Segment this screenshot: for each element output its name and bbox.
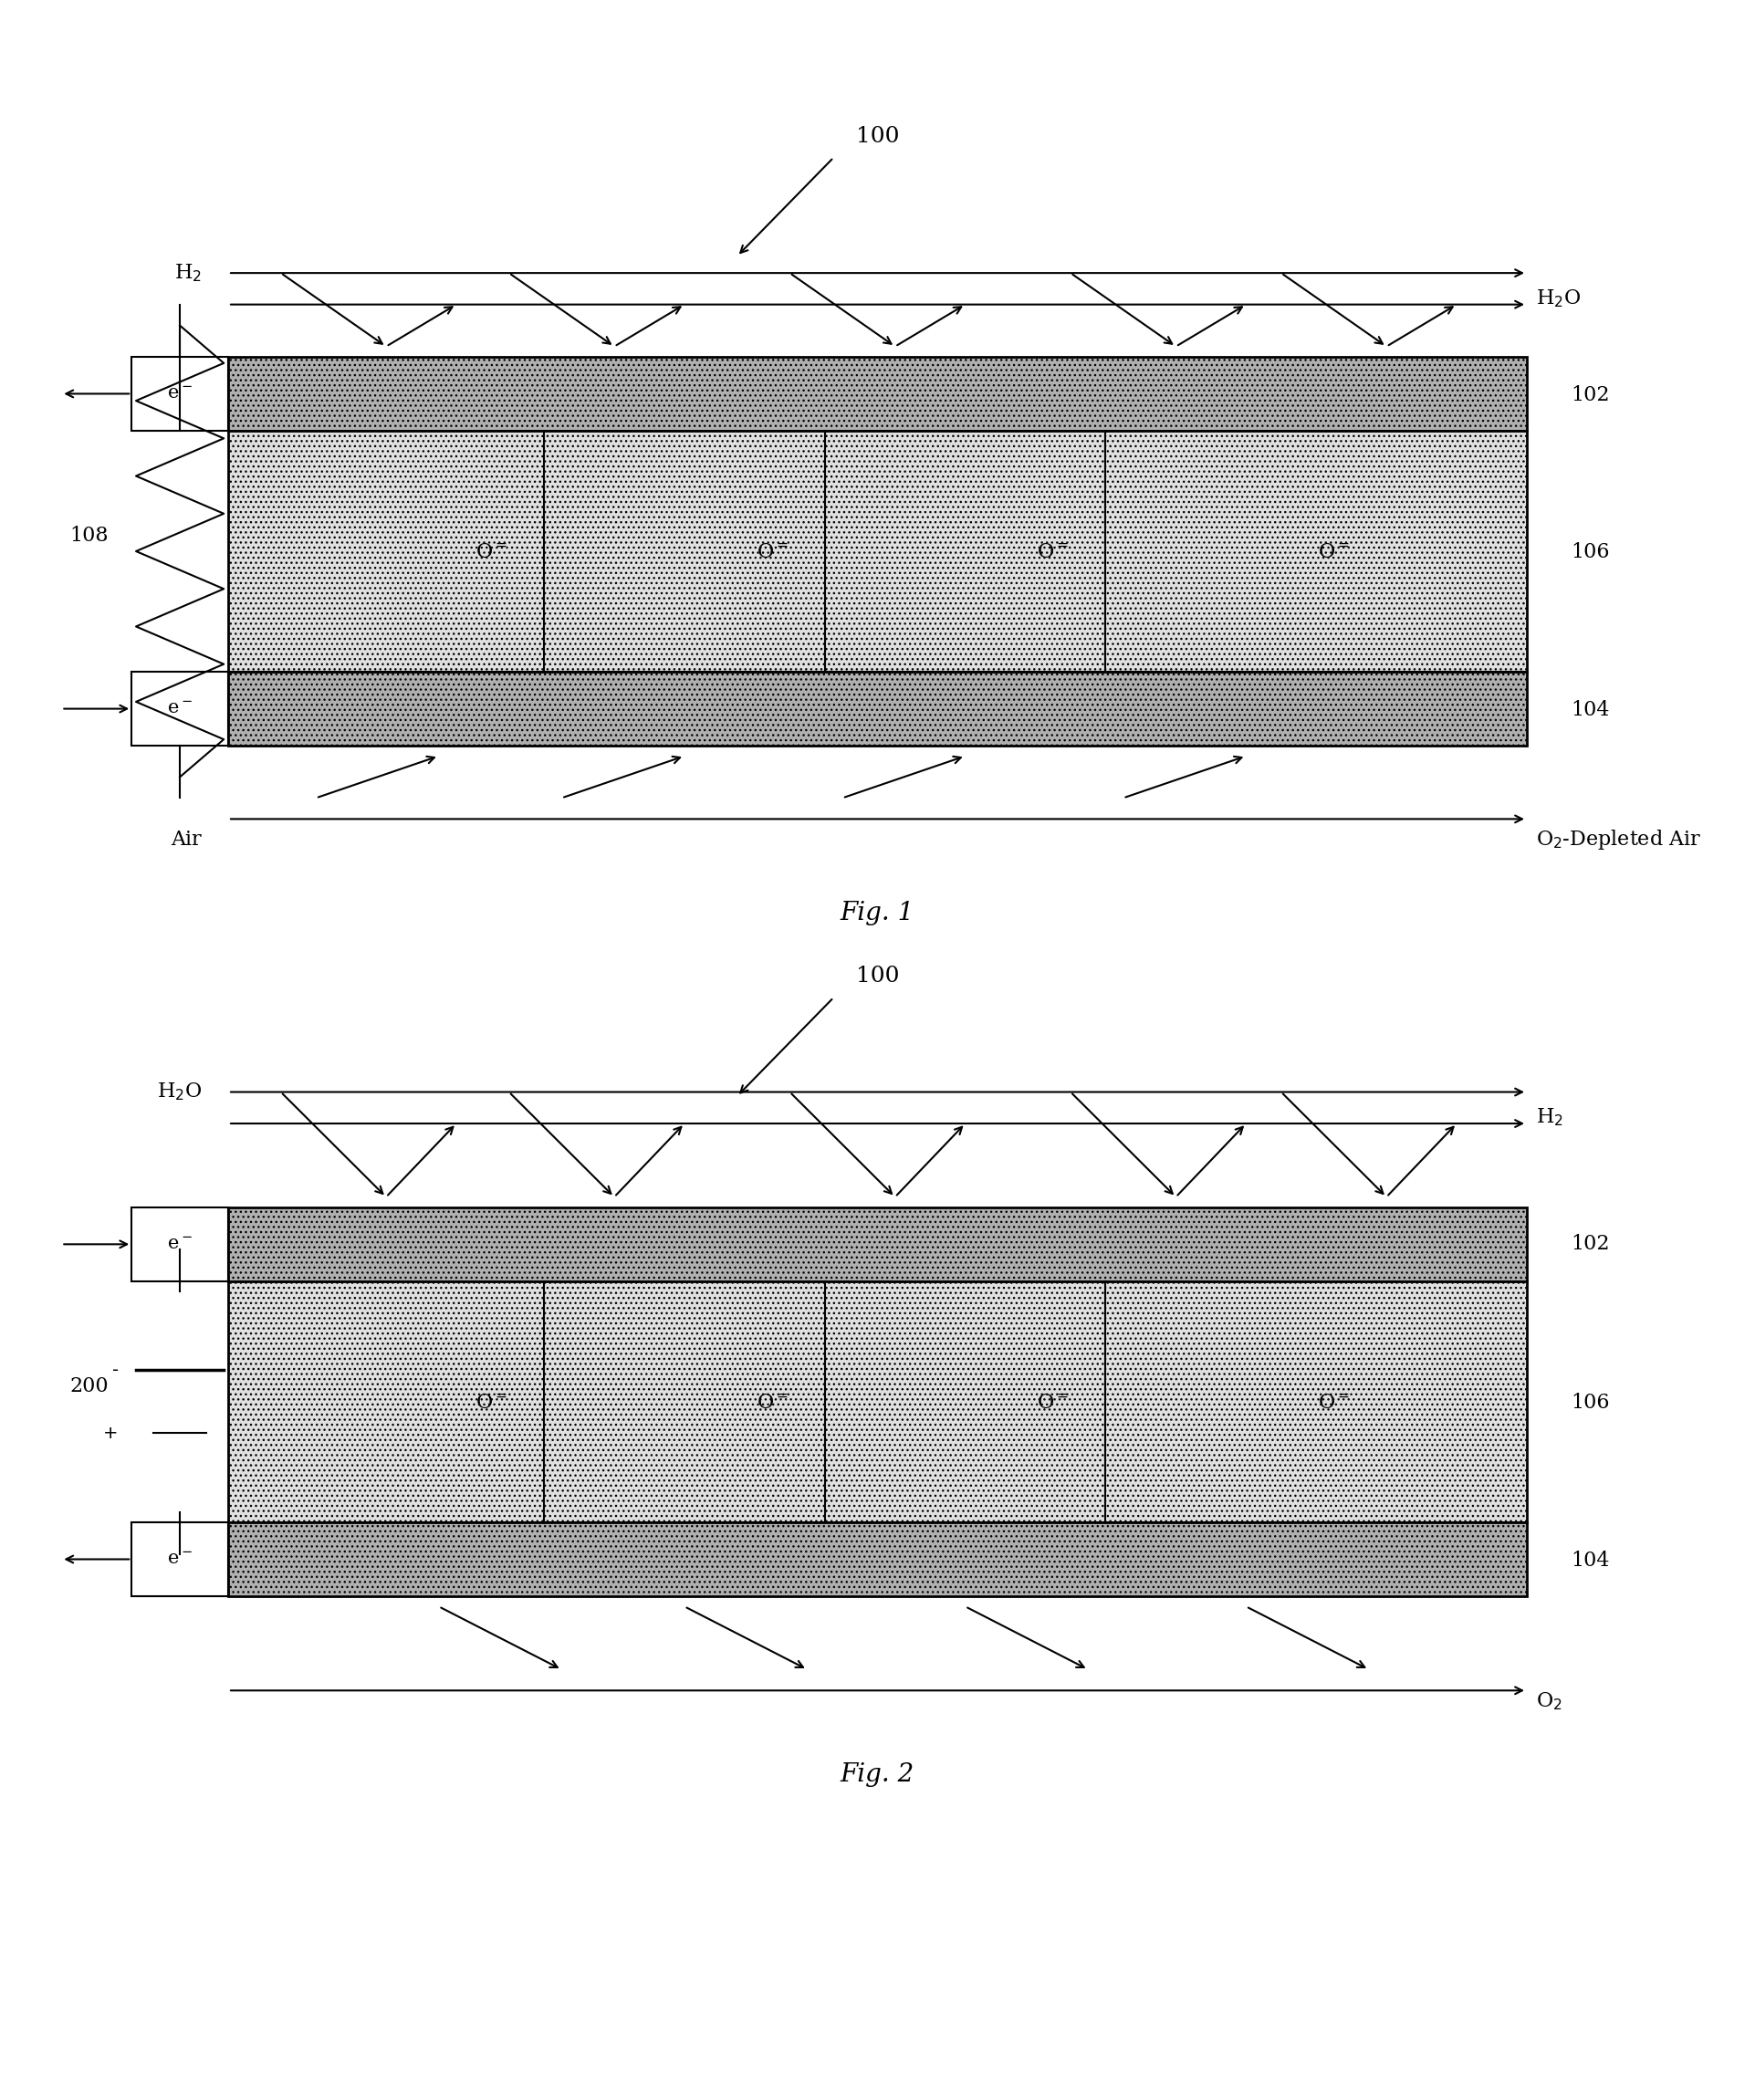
- Text: -: -: [112, 1361, 118, 1380]
- Text: Fig. 1: Fig. 1: [841, 901, 914, 926]
- Text: 102: 102: [1571, 1235, 1609, 1254]
- Text: 102: 102: [1571, 384, 1609, 405]
- Bar: [132, 672, 228, 746]
- Text: H$_2$O: H$_2$O: [1536, 288, 1581, 309]
- Text: +: +: [104, 1424, 118, 1443]
- Text: H$_2$: H$_2$: [1536, 1107, 1564, 1128]
- Bar: [228, 1522, 1527, 1596]
- Text: 200: 200: [70, 1376, 109, 1396]
- Text: 108: 108: [70, 525, 109, 546]
- Text: O$^=$: O$^=$: [1037, 542, 1069, 563]
- Text: 106: 106: [1571, 1392, 1609, 1413]
- Text: H$_2$: H$_2$: [174, 262, 202, 284]
- Bar: [228, 357, 1527, 430]
- Text: O$^=$: O$^=$: [1318, 542, 1350, 563]
- Text: O$^=$: O$^=$: [756, 1392, 788, 1413]
- Bar: [228, 1207, 1527, 1281]
- Text: 100: 100: [856, 126, 899, 147]
- Text: Air: Air: [172, 830, 202, 850]
- Bar: [228, 430, 1527, 672]
- Text: O$_2$: O$_2$: [1536, 1690, 1562, 1711]
- Bar: [228, 672, 1527, 746]
- Text: 104: 104: [1571, 699, 1609, 720]
- Text: O$^=$: O$^=$: [1318, 1392, 1350, 1413]
- Bar: [132, 1522, 228, 1596]
- Text: O$^=$: O$^=$: [756, 542, 788, 563]
- Text: 106: 106: [1571, 542, 1609, 563]
- Text: 100: 100: [856, 966, 899, 987]
- Text: 104: 104: [1571, 1550, 1609, 1571]
- Text: e$^-$: e$^-$: [167, 1235, 193, 1254]
- Bar: [132, 357, 228, 430]
- Text: H$_2$O: H$_2$O: [156, 1082, 202, 1102]
- Text: Fig. 2: Fig. 2: [841, 1762, 914, 1787]
- Text: O$^=$: O$^=$: [476, 1392, 507, 1413]
- Text: e$^-$: e$^-$: [167, 1550, 193, 1569]
- Text: e$^-$: e$^-$: [167, 384, 193, 403]
- Bar: [228, 1281, 1527, 1522]
- Bar: [132, 1207, 228, 1281]
- Text: O$^=$: O$^=$: [476, 542, 507, 563]
- Text: e$^-$: e$^-$: [167, 699, 193, 718]
- Text: O$^=$: O$^=$: [1037, 1392, 1069, 1413]
- Text: O$_2$-Depleted Air: O$_2$-Depleted Air: [1536, 827, 1701, 853]
